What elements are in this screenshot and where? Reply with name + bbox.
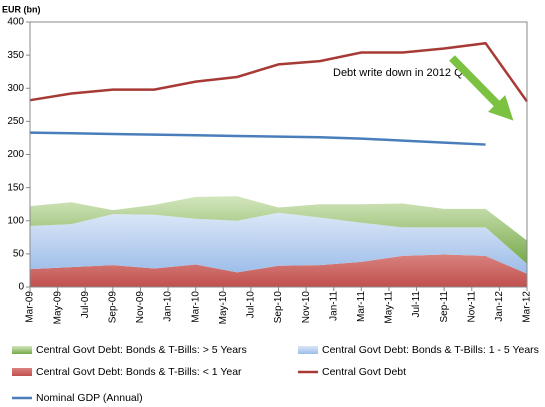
x-tick-label: Sep-10 <box>273 291 284 324</box>
x-tick-label: Nov-09 <box>135 291 146 324</box>
x-tick-label: Jan-11 <box>328 291 339 321</box>
x-tick-label: May-11 <box>384 291 395 324</box>
area <box>30 254 527 287</box>
x-tick-label: Jan-12 <box>494 291 505 322</box>
y-axis-label: EUR (bn) <box>2 4 41 14</box>
x-tick-label: Mar-11 <box>356 291 367 322</box>
y-tick-label: 400 <box>7 17 24 28</box>
legend-swatch <box>298 346 318 354</box>
x-tick-label: Mar-09 <box>25 291 36 323</box>
annotation: Debt write down in 2012 Q1 <box>333 67 469 79</box>
legend-label: Central Govt Debt: Bonds & T-Bills: 1 - … <box>322 344 539 356</box>
y-tick-label: 300 <box>7 83 24 94</box>
legend-swatch <box>12 346 32 354</box>
x-tick-label: May-10 <box>218 291 229 325</box>
x-tick-label: Sep-09 <box>107 291 118 324</box>
annotation-arrow <box>449 55 514 121</box>
x-tick-label: Jan-10 <box>163 291 174 322</box>
x-tick-label: Mar-12 <box>522 291 533 323</box>
x-tick-label: Sep-11 <box>439 291 450 323</box>
y-tick-label: 250 <box>7 116 24 127</box>
area <box>30 212 527 274</box>
y-tick-label: 100 <box>7 215 24 226</box>
x-tick-label: May-09 <box>52 291 63 325</box>
y-tick-label: 150 <box>7 182 24 193</box>
x-tick-label: Nov-10 <box>301 291 312 324</box>
area <box>30 196 527 264</box>
x-tick-label: Jul-09 <box>80 291 91 319</box>
legend-label: Central Govt Debt <box>322 366 406 378</box>
x-tick-label: Jul-11 <box>411 291 422 318</box>
legend-label: Nominal GDP (Annual) <box>36 392 143 404</box>
y-tick-label: 0 <box>18 282 24 293</box>
legend-swatch <box>12 368 32 376</box>
line <box>29 41 529 103</box>
y-tick-label: 200 <box>7 149 24 160</box>
x-tick-label: Mar-10 <box>190 291 201 323</box>
x-tick-label: Jul-10 <box>246 291 257 319</box>
y-tick-label: 50 <box>13 249 25 260</box>
legend-label: Central Govt Debt: Bonds & T-Bills: > 5 … <box>36 344 247 356</box>
y-tick-label: 350 <box>7 50 24 61</box>
x-tick-label: Nov-11 <box>466 291 477 323</box>
legend-label: Central Govt Debt: Bonds & T-Bills: < 1 … <box>36 366 242 378</box>
line <box>29 131 486 146</box>
